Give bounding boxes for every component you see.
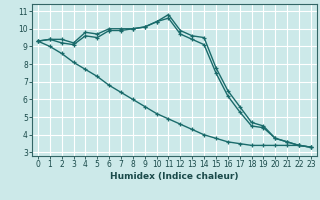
X-axis label: Humidex (Indice chaleur): Humidex (Indice chaleur) xyxy=(110,172,239,181)
